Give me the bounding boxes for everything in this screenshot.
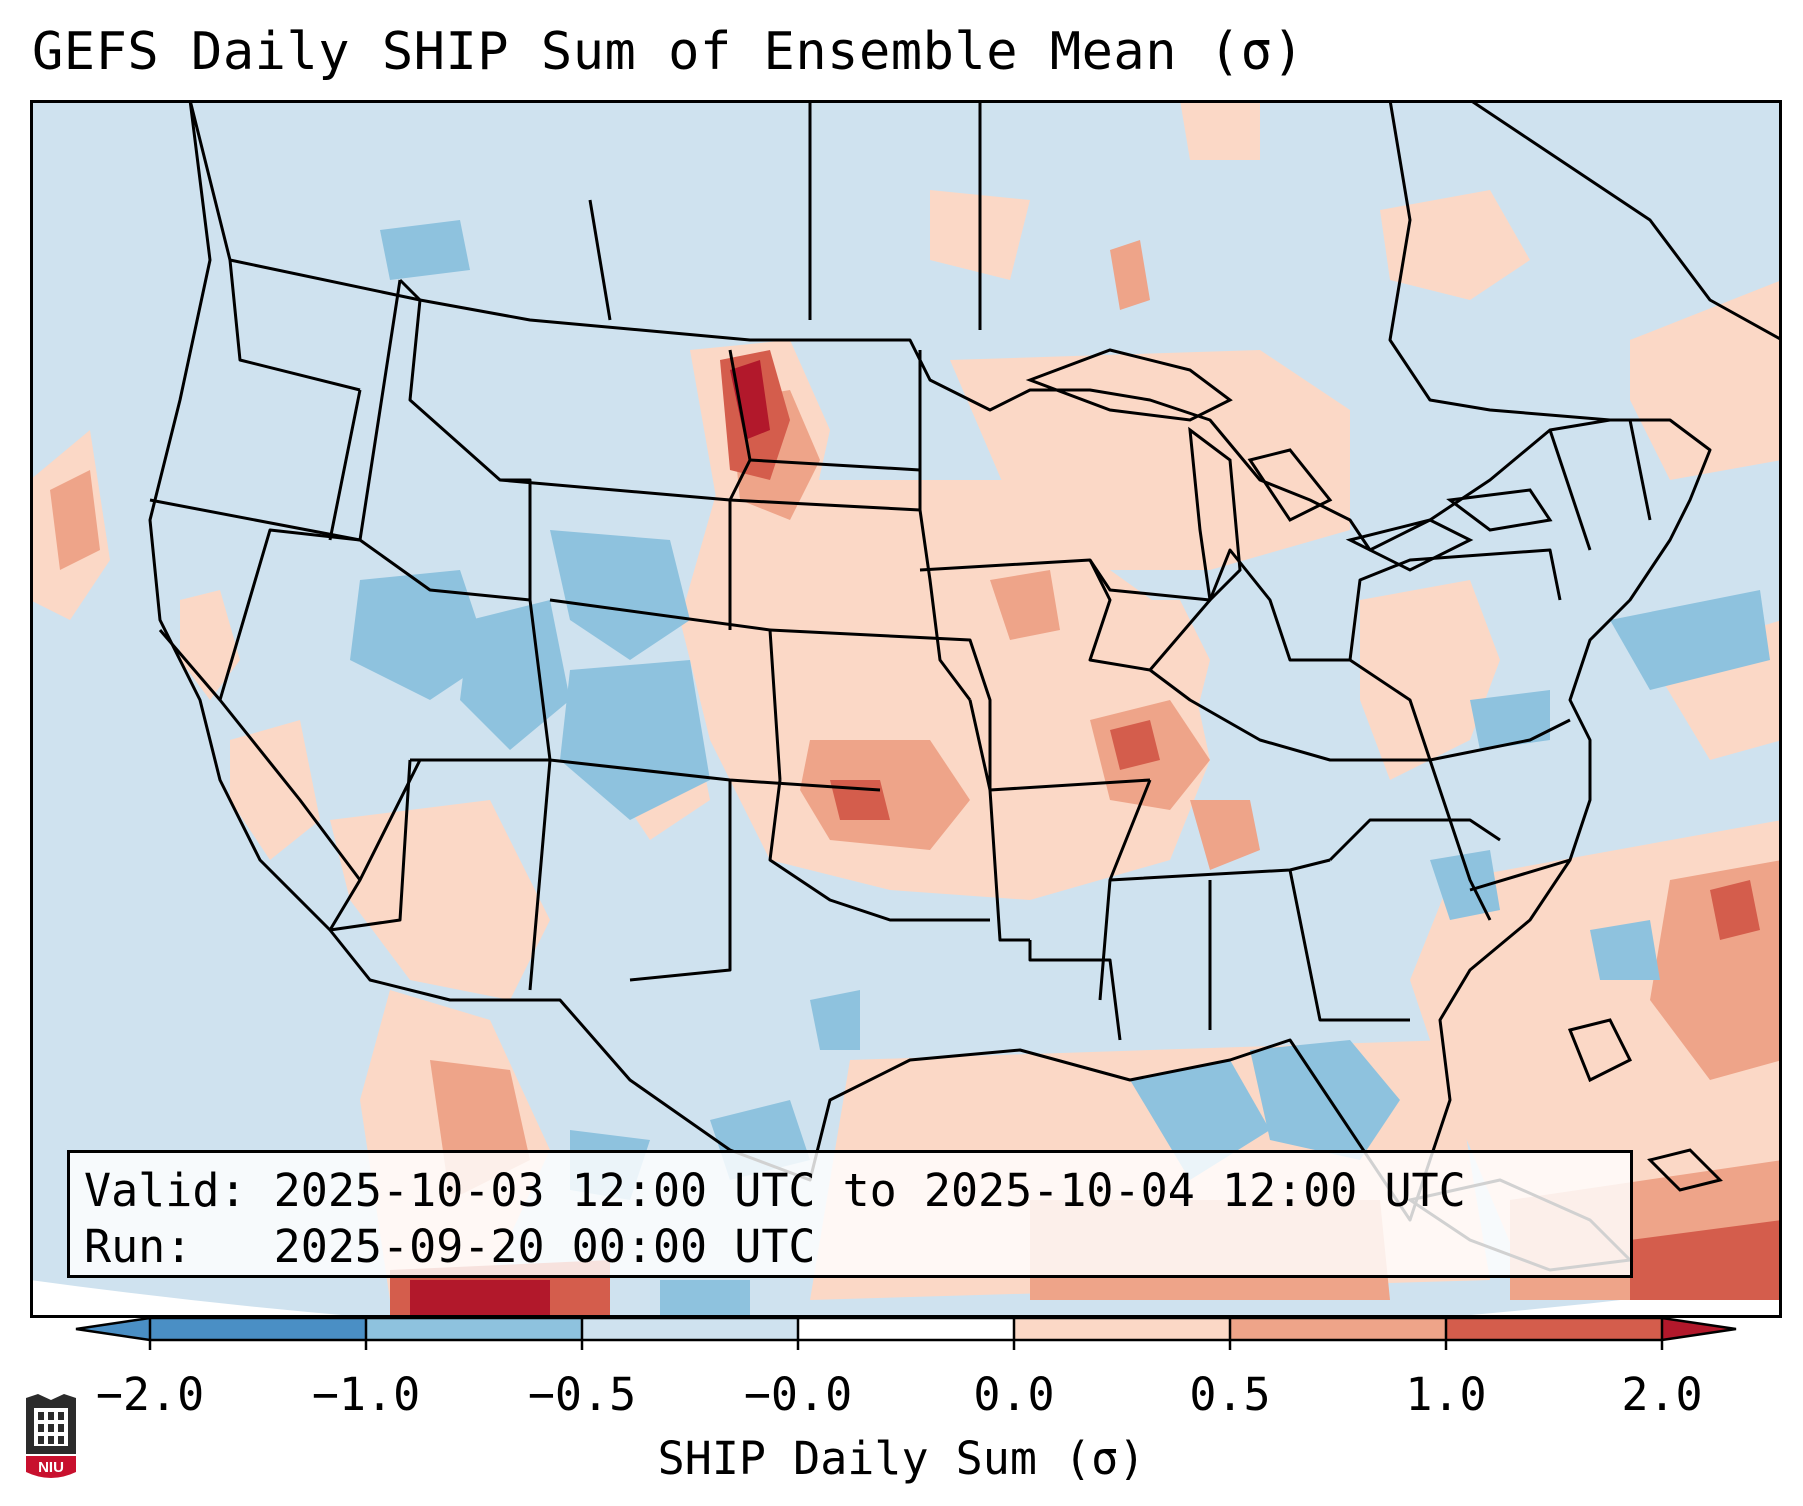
colorbar-segment: [1230, 1318, 1447, 1340]
map-panel: [30, 100, 1782, 1318]
run-label: Run:: [84, 1220, 193, 1273]
colorbar-extend-max: [1662, 1318, 1736, 1340]
logo-text: NIU: [38, 1459, 64, 1476]
anomaly-negative-moderate: [350, 220, 1770, 1318]
colorbar-segment: [1446, 1318, 1663, 1340]
colorbar-tick-label: 1.0: [1405, 1368, 1487, 1421]
colorbar-extend-min: [76, 1318, 150, 1340]
colorbar-tick-label: 0.5: [1189, 1368, 1271, 1421]
colorbar-segment: [366, 1318, 583, 1340]
state-boundaries: [148, 100, 1782, 1222]
great-lakes: [1025, 348, 1553, 604]
chart-title: GEFS Daily SHIP Sum of Ensemble Mean (σ): [32, 22, 1305, 82]
projection-outside: [30, 1280, 1782, 1318]
run-value: 2025-09-20 00:00 UTC: [273, 1220, 816, 1273]
colorbar-segment: [150, 1318, 367, 1340]
colorbar-tick-label: 2.0: [1621, 1368, 1703, 1421]
colorbar-segment: [1014, 1318, 1231, 1340]
colorbar-tick-label: −0.5: [527, 1368, 637, 1421]
colorbar-ticks: [148, 1318, 1664, 1350]
colorbar-segment: [798, 1318, 1015, 1340]
valid-value: 2025-10-03 12:00 UTC to 2025-10-04 12:00…: [273, 1164, 1466, 1217]
valid-run-info-box: Valid: 2025-10-03 12:00 UTC to 2025-10-0…: [67, 1150, 1633, 1278]
colorbar-segments: [76, 1318, 1736, 1340]
map-frame: [30, 100, 1782, 1318]
university-shield-icon: NIU: [26, 1394, 76, 1478]
colorbar-outline: [75, 1316, 1737, 1342]
colorbar-tick-label: −2.0: [95, 1368, 205, 1421]
colorbar-segment: [582, 1318, 799, 1340]
anomaly-positive-extreme: [410, 360, 770, 1318]
colorbar-tick-label: −1.0: [311, 1368, 421, 1421]
colorbar-title: SHIP Daily Sum (σ): [657, 1432, 1146, 1485]
valid-label: Valid:: [84, 1164, 247, 1217]
colorbar-tick-label: −0.0: [743, 1368, 853, 1421]
colorbar-tick-label: 0.0: [973, 1368, 1055, 1421]
